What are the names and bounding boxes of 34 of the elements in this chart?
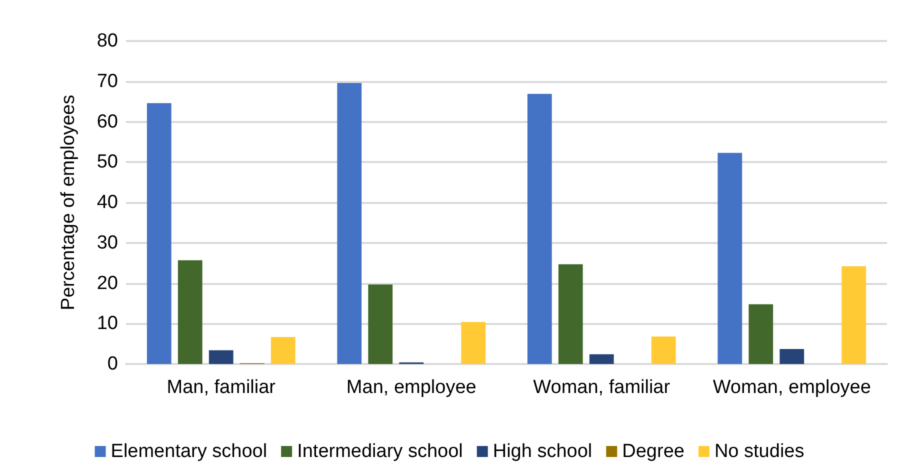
bar xyxy=(842,266,866,364)
y-tick-label: 80 xyxy=(96,30,118,52)
y-axis-title: Percentage of employees xyxy=(58,94,79,310)
y-tick-label: 30 xyxy=(96,232,118,254)
legend-label: Elementary school xyxy=(110,441,268,462)
y-tick-label: 70 xyxy=(96,70,118,92)
bar xyxy=(651,336,676,364)
y-tick-label: 60 xyxy=(96,111,118,132)
bar xyxy=(780,349,804,364)
legend-label: Degree xyxy=(622,441,684,462)
y-tick-label: 0 xyxy=(107,354,118,374)
y-tick-label: 20 xyxy=(96,272,118,294)
bar xyxy=(146,103,172,364)
bar xyxy=(368,284,393,364)
x-tick-label: Woman, familiar xyxy=(533,377,671,398)
x-tick-label: Man, familiar xyxy=(166,377,276,398)
x-tick-label: Man, employee xyxy=(346,377,476,398)
y-tick-label: 40 xyxy=(96,192,118,213)
y-tick-label: 50 xyxy=(96,152,118,173)
legend-label: High school xyxy=(492,441,592,462)
bar xyxy=(558,264,583,364)
legend-label: Intermediary school xyxy=(297,441,463,462)
x-tick-label: Woman, employee xyxy=(712,377,871,398)
bar xyxy=(718,152,742,364)
bar xyxy=(461,322,486,364)
legend-label: No studies xyxy=(714,441,804,462)
bar xyxy=(270,336,296,364)
bar xyxy=(337,82,362,364)
bar xyxy=(208,350,234,364)
bar xyxy=(527,94,552,364)
y-tick-label: 10 xyxy=(96,313,118,334)
bar xyxy=(589,354,614,364)
bar xyxy=(178,260,202,364)
bar xyxy=(748,304,774,364)
